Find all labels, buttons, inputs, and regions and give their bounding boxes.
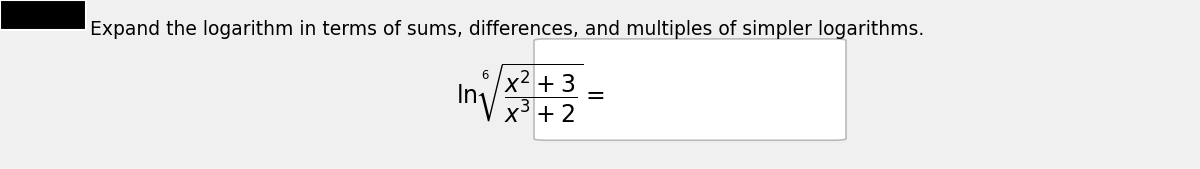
Text: Expand the logarithm in terms of sums, differences, and multiples of simpler log: Expand the logarithm in terms of sums, d… — [90, 20, 924, 39]
FancyBboxPatch shape — [534, 39, 846, 140]
FancyBboxPatch shape — [0, 0, 86, 30]
Text: $\ln \sqrt[6]{\dfrac{x^2+3}{x^3+2}} =$: $\ln \sqrt[6]{\dfrac{x^2+3}{x^3+2}} =$ — [456, 61, 605, 125]
